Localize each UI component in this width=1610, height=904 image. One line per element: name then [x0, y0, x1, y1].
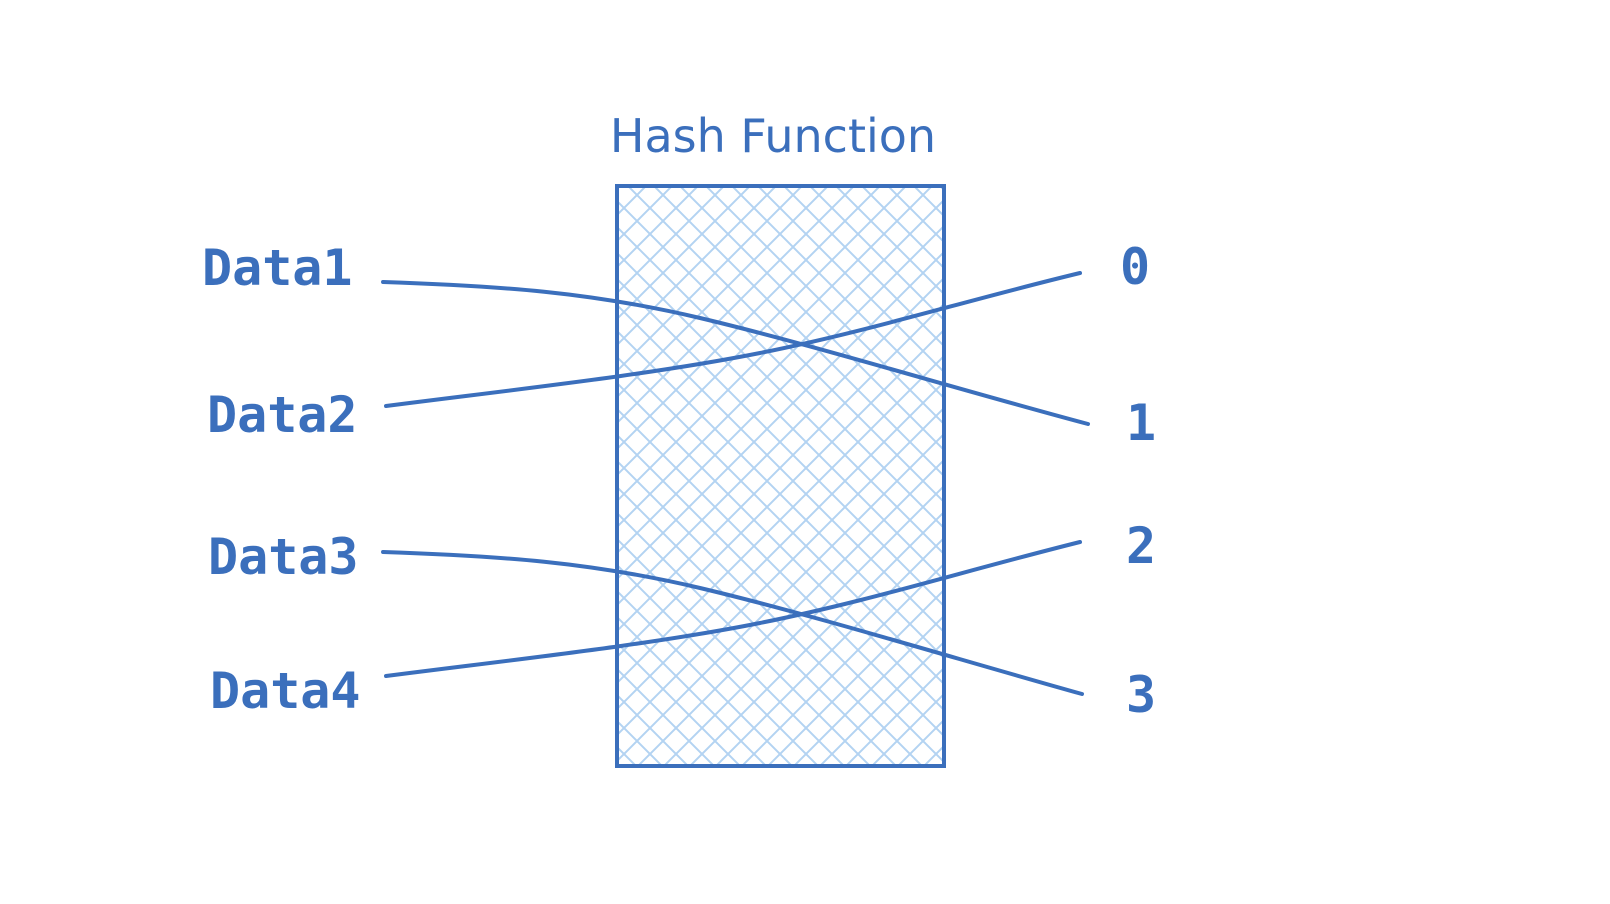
input-label-data4: Data4 [210, 662, 361, 720]
output-label-0: 0 [1120, 238, 1150, 296]
mapping-line-data3-to-3 [381, 550, 1084, 696]
output-label-2: 2 [1126, 517, 1156, 575]
mapping-line-data2-to-0 [384, 271, 1082, 408]
output-label-1: 1 [1126, 394, 1156, 452]
hash-function-title: Hash Function [610, 109, 936, 163]
output-label-3: 3 [1126, 666, 1156, 724]
input-label-data3: Data3 [208, 528, 359, 586]
mapping-line-data1-to-1 [381, 280, 1090, 426]
hash-function-box [615, 184, 946, 768]
mapping-line-data4-to-2 [384, 540, 1082, 678]
input-label-data2: Data2 [207, 386, 358, 444]
input-label-data1: Data1 [202, 239, 353, 297]
